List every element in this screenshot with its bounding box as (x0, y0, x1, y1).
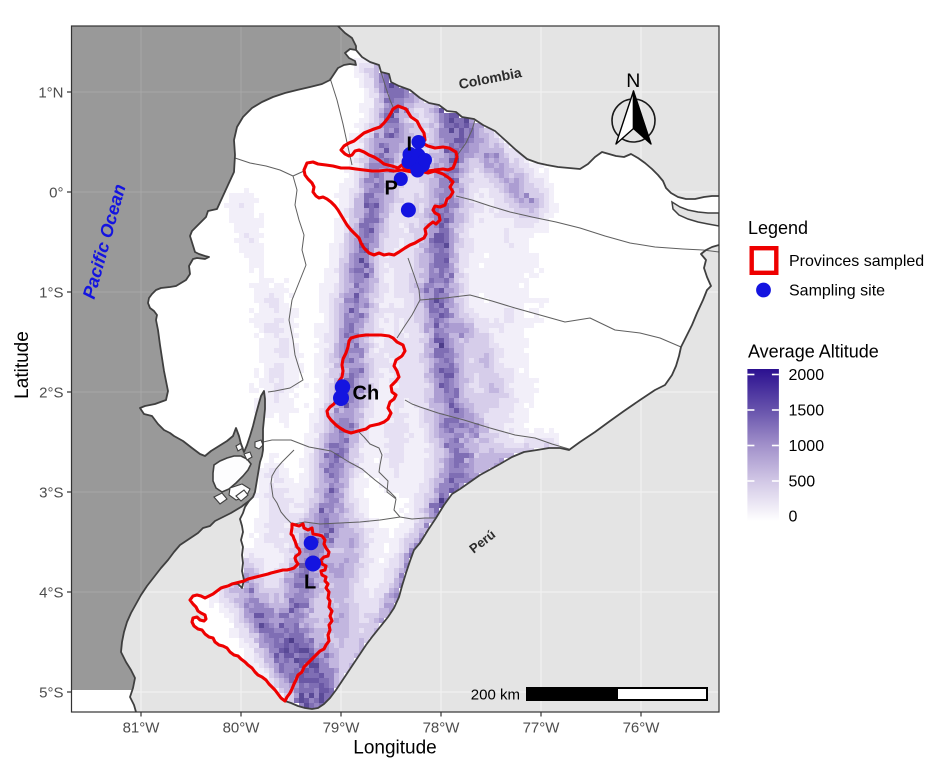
svg-text:77°W: 77°W (523, 720, 561, 737)
svg-text:79°W: 79°W (323, 720, 361, 737)
svg-text:500: 500 (789, 474, 816, 491)
svg-text:Latitude: Latitude (12, 331, 33, 399)
svg-text:4°S: 4°S (39, 584, 63, 601)
svg-text:2000: 2000 (789, 367, 825, 384)
svg-text:1°N: 1°N (38, 84, 63, 101)
svg-text:5°S: 5°S (39, 684, 63, 701)
svg-text:1500: 1500 (789, 403, 825, 420)
svg-text:P: P (385, 178, 398, 200)
svg-text:Average Altitude: Average Altitude (748, 342, 879, 362)
svg-text:Legend: Legend (748, 218, 808, 238)
svg-text:L: L (304, 572, 316, 594)
svg-text:I: I (407, 134, 413, 156)
svg-text:Provinces sampled: Provinces sampled (789, 253, 924, 270)
svg-text:80°W: 80°W (223, 720, 261, 737)
svg-text:78°W: 78°W (423, 720, 461, 737)
svg-text:N: N (626, 70, 640, 92)
svg-text:Longitude: Longitude (353, 738, 436, 759)
svg-text:Ch: Ch (353, 383, 380, 405)
svg-text:2°S: 2°S (39, 384, 63, 401)
svg-text:200 km: 200 km (471, 687, 520, 704)
svg-text:3°S: 3°S (39, 484, 63, 501)
svg-text:1°S: 1°S (39, 284, 63, 301)
svg-text:0°: 0° (49, 184, 63, 201)
svg-text:81°W: 81°W (123, 720, 161, 737)
svg-text:Sampling site: Sampling site (789, 283, 885, 300)
svg-text:1000: 1000 (789, 438, 825, 455)
svg-text:0: 0 (789, 509, 798, 526)
svg-text:76°W: 76°W (623, 720, 661, 737)
